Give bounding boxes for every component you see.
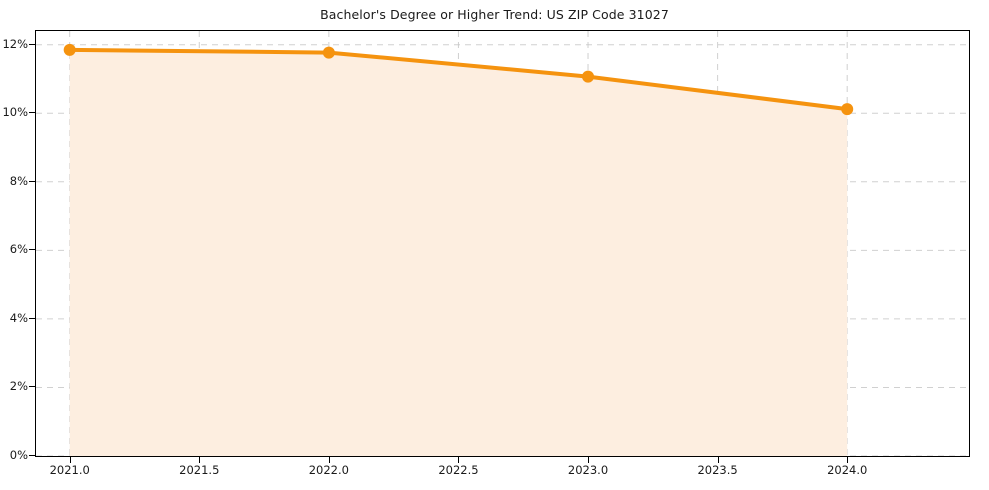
plot-svg [36,31,969,456]
x-axis-tick-mark [717,457,719,463]
x-axis-tick-label: 2024.0 [827,463,868,477]
y-axis-tick-label: 2% [9,379,28,394]
x-axis-tick-label: 2021.0 [49,463,90,477]
x-axis-tick-label: 2022.0 [308,463,349,477]
y-axis-tick-mark [29,317,35,319]
x-axis-tick-mark [199,457,201,463]
y-axis-tick-mark [29,249,35,251]
y-axis-tick-mark [29,386,35,388]
x-axis-tick-mark [328,457,330,463]
x-axis-tick-label: 2021.5 [179,463,220,477]
x-axis-tick-label: 2023.0 [567,463,609,477]
y-axis-tick-label: 4% [9,310,28,325]
plot-area [35,30,970,457]
x-axis-tick-mark [588,457,590,463]
y-axis-tick-labels: 0% 2% 4% 6% 8% 10% 12% [0,0,28,490]
x-axis-tick-mark [69,457,71,463]
y-axis-tick-mark [29,112,35,114]
x-axis-tick-mark [458,457,460,463]
y-axis-tick-label: 8% [9,173,28,188]
y-axis-tick-label: 6% [9,242,28,257]
data-point-markers [63,43,854,116]
area-fill [69,49,848,456]
y-axis-tick-mark [29,180,35,182]
y-axis-tick-label: 10% [2,105,28,120]
chart-title: Bachelor's Degree or Higher Trend: US ZI… [320,7,669,22]
x-axis-tick-label: 2022.5 [438,463,479,477]
x-axis-tick-mark [847,457,849,463]
series-line [67,47,850,112]
y-axis-tick-label: 0% [9,448,28,462]
y-axis-tick-mark [29,455,35,456]
y-axis-tick-mark [29,43,35,45]
y-axis-tick-label: 12% [2,36,28,51]
x-axis-tick-label: 2023.5 [697,463,738,477]
